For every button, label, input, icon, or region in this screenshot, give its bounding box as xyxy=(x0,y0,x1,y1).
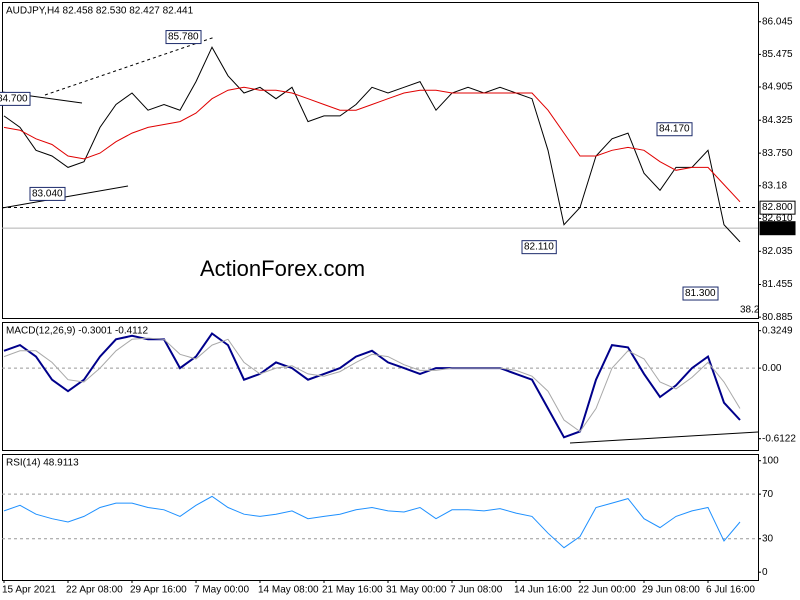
y-tick-label: 81.455 xyxy=(762,279,793,290)
y-tick-label: -0.6122 xyxy=(762,433,796,444)
x-tick-label: 14 May 08:00 xyxy=(258,585,319,596)
panel-title: AUDJPY,H4 82.458 82.530 82.427 82.441 xyxy=(6,6,194,17)
watermark: ActionForex.com xyxy=(200,256,365,281)
price-label: 82.441 xyxy=(762,223,793,234)
series-line xyxy=(3,495,741,549)
x-tick-label: 21 May 16:00 xyxy=(322,585,383,596)
y-tick-label: 82.610 xyxy=(762,213,793,224)
y-tick-label: 0.3249 xyxy=(762,325,793,336)
label-box xyxy=(0,91,31,106)
series-line xyxy=(3,332,741,439)
y-tick-label: 86.045 xyxy=(762,16,793,27)
label-box xyxy=(165,30,202,45)
y-tick-label: 30 xyxy=(762,533,774,544)
x-tick-label: 29 Jun 08:00 xyxy=(642,585,700,596)
trend-line xyxy=(44,36,216,96)
panel-title: RSI(14) 48.9113 xyxy=(6,458,79,469)
price-annotation: 83.040 xyxy=(32,188,63,199)
panel-title: MACD(12,26,9) -0.3001 -0.4112 xyxy=(6,326,149,337)
y-tick-label: 0.00 xyxy=(762,363,782,374)
x-tick-label: 6 Jul 16:00 xyxy=(706,585,755,596)
panel-frame xyxy=(2,454,759,581)
series-line xyxy=(3,86,741,203)
label-box xyxy=(29,186,66,201)
fib-label: 38.2 xyxy=(740,305,760,316)
price-annotation: 84.700 xyxy=(0,93,28,104)
y-tick-label: 83.750 xyxy=(762,148,793,159)
y-tick-label: 80.885 xyxy=(762,312,793,323)
label-box xyxy=(656,122,693,137)
x-tick-label: 15 Apr 2021 xyxy=(2,585,56,596)
series-line xyxy=(3,46,741,243)
price-annotation: 82.110 xyxy=(524,242,554,253)
x-tick-label: 14 Jun 16:00 xyxy=(514,585,572,596)
x-tick-label: 22 Apr 08:00 xyxy=(66,585,123,596)
y-tick-label: 84.325 xyxy=(762,115,793,126)
series-line xyxy=(3,337,741,433)
label-box xyxy=(682,286,719,301)
price-annotation: 85.780 xyxy=(168,32,199,43)
x-tick-label: 31 May 00:00 xyxy=(386,585,447,596)
x-tick-label: 29 Apr 16:00 xyxy=(130,585,187,596)
x-tick-label: 22 Jun 00:00 xyxy=(578,585,636,596)
y-tick-label: 84.905 xyxy=(762,82,793,93)
y-tick-label: 83.18 xyxy=(762,180,787,191)
panel-frame xyxy=(2,322,759,451)
label-box xyxy=(759,200,796,215)
x-tick-label: 7 Jun 08:00 xyxy=(450,585,503,596)
panel-frame xyxy=(2,2,759,319)
y-tick-label: 70 xyxy=(762,489,774,500)
x-tick-label: 7 May 00:00 xyxy=(194,585,249,596)
trend-line xyxy=(569,431,759,444)
y-tick-label: 0 xyxy=(762,567,768,578)
y-tick-label: 85.475 xyxy=(762,49,793,60)
label-box xyxy=(759,221,796,236)
y-tick-label: 100 xyxy=(762,455,779,466)
price-annotation: 84.170 xyxy=(659,124,690,135)
price-annotation: 81.300 xyxy=(685,288,716,299)
label-box xyxy=(521,240,557,255)
level-label: 82.800 xyxy=(762,202,793,213)
y-tick-label: 82.035 xyxy=(762,246,793,257)
